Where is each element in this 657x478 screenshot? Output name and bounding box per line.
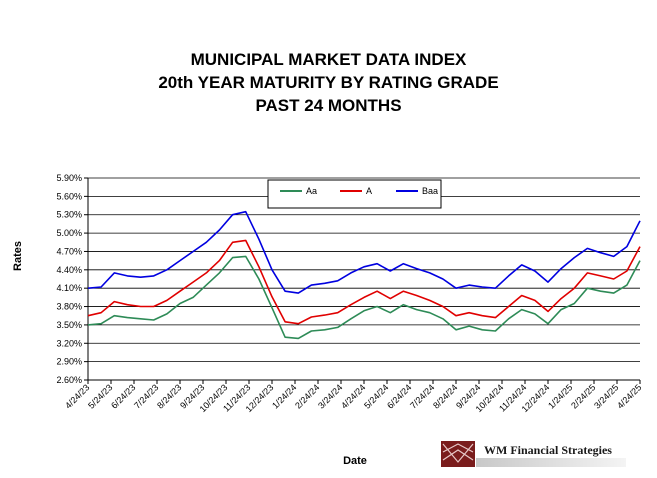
company-logo: WM Financial Strategies	[440, 440, 628, 470]
y-axis-label: Rates	[12, 241, 24, 271]
y-tick-label: 4.40%	[56, 265, 82, 275]
x-tick-label: 5/24/24	[362, 382, 390, 410]
x-tick-label: 7/24/24	[408, 382, 436, 410]
title-line-1: MUNICIPAL MARKET DATA INDEX	[190, 50, 467, 69]
series-line-baa	[87, 210, 641, 294]
x-tick-label: 3/24/24	[316, 382, 344, 410]
y-tick-label: 4.70%	[56, 246, 82, 256]
x-axis-label: Date	[343, 455, 367, 467]
logo-text: WM Financial Strategies	[484, 443, 612, 457]
x-tick-label: 6/24/24	[385, 382, 413, 410]
x-tick-label: 1/24/24	[270, 382, 298, 410]
title-line-2: 20th YEAR MATURITY BY RATING GRADE	[158, 73, 499, 92]
x-tick-label: 5/24/23	[86, 382, 114, 410]
logo-underline	[476, 458, 626, 467]
y-tick-label: 3.50%	[56, 320, 82, 330]
x-tick-label: 7/24/23	[132, 382, 160, 410]
y-tick-label: 5.60%	[56, 191, 82, 201]
legend-box	[267, 179, 442, 209]
x-tick-label: 4/24/24	[339, 382, 367, 410]
x-tick-label: 4/24/25	[615, 382, 643, 410]
x-tick-label: 8/24/23	[155, 382, 183, 410]
chart-title: MUNICIPAL MARKET DATA INDEX 20th YEAR MA…	[0, 48, 657, 117]
y-tick-label: 3.80%	[56, 302, 82, 312]
x-tick-label: 6/24/23	[109, 382, 137, 410]
x-tick-label: 2/24/24	[293, 382, 321, 410]
y-tick-label: 5.00%	[56, 228, 82, 238]
x-tick-label: 2/24/25	[569, 382, 597, 410]
series-line-a	[87, 239, 641, 325]
x-tick-label: 4/24/23	[63, 382, 91, 410]
legend-label-aa: Aa	[306, 186, 317, 196]
series-line-aa	[87, 255, 641, 340]
legend-label-baa: Baa	[422, 186, 438, 196]
y-tick-label: 4.10%	[56, 283, 82, 293]
x-tick-label: 3/24/25	[592, 382, 620, 410]
y-tick-label: 3.20%	[56, 338, 82, 348]
y-tick-label: 2.60%	[56, 375, 82, 385]
legend-label-a: A	[366, 186, 372, 196]
y-tick-label: 5.30%	[56, 210, 82, 220]
x-tick-label: 8/24/24	[431, 382, 459, 410]
x-tick-label: 1/24/25	[546, 382, 574, 410]
y-tick-label: 5.90%	[56, 173, 82, 183]
logo-mark-icon	[441, 441, 475, 467]
title-line-3: PAST 24 MONTHS	[255, 96, 402, 115]
y-tick-label: 2.90%	[56, 357, 82, 367]
